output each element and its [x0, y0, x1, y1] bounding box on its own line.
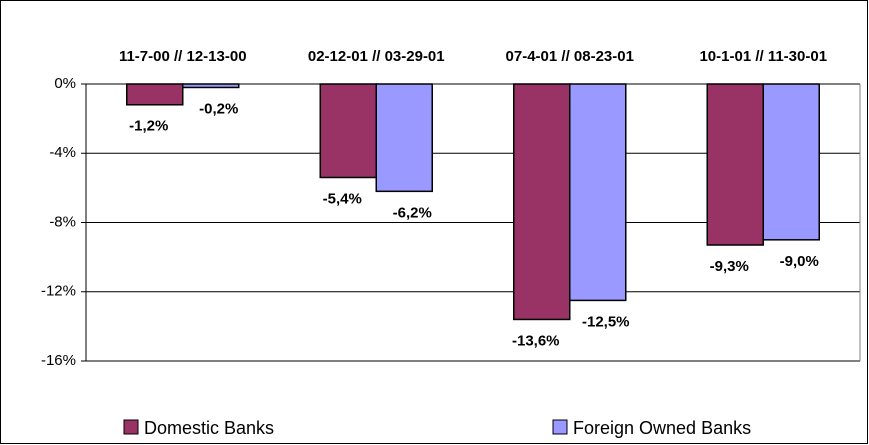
y-tick-label: -8%: [49, 213, 76, 230]
y-tick-label: -12%: [41, 283, 76, 300]
category-label: 02-12-01 // 03-29-01: [308, 48, 445, 65]
value-label: -0,2%: [199, 100, 238, 117]
bar: [706, 83, 764, 246]
value-label: -12,5%: [582, 313, 630, 330]
category-label: 11-7-00 // 12-13-00: [119, 48, 247, 65]
bar: [375, 83, 433, 193]
bar: [762, 83, 820, 241]
bar: [513, 83, 571, 321]
bar: [319, 83, 377, 179]
category-label: 07-4-01 // 08-23-01: [506, 48, 634, 65]
value-label: -1,2%: [129, 118, 168, 135]
value-label: -9,0%: [780, 253, 819, 270]
value-label: -5,4%: [323, 190, 362, 207]
value-label: -9,3%: [710, 258, 749, 275]
y-tick-label: -4%: [49, 144, 76, 161]
bar: [126, 83, 184, 106]
value-label: -6,2%: [393, 204, 432, 221]
y-tick-label: -16%: [41, 352, 76, 369]
bar: [182, 83, 240, 89]
legend-swatch: [552, 419, 568, 435]
y-tick-label: 0%: [54, 75, 76, 92]
legend-label: Domestic Banks: [144, 418, 274, 438]
legend-swatch: [123, 419, 139, 435]
value-label: -13,6%: [512, 332, 560, 349]
bar: [569, 83, 627, 302]
legend-label: Foreign Owned Banks: [573, 418, 751, 438]
category-label: 10-1-01 // 11-30-01: [699, 48, 827, 65]
